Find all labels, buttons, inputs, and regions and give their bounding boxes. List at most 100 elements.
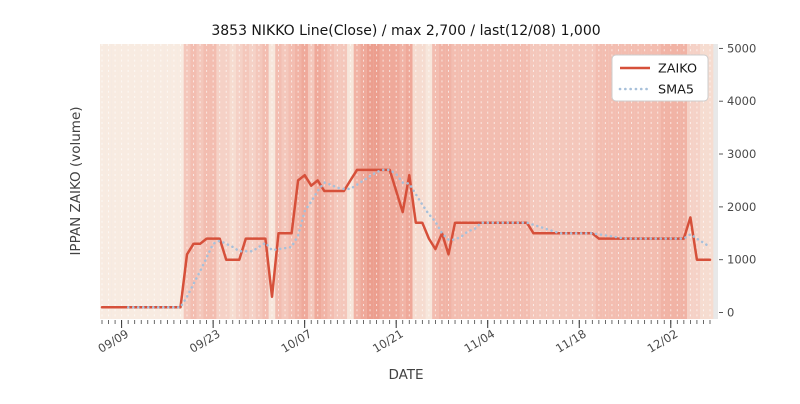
heat-band — [144, 44, 152, 319]
y-axis-label: IPPAN ZAIKO (volume) — [68, 106, 84, 255]
heat-band — [151, 44, 158, 319]
heat-band — [255, 44, 263, 319]
heat-band — [209, 44, 217, 319]
zaiko-line — [100, 168, 712, 309]
y-tick-label: 2000 — [727, 200, 756, 214]
heat-band — [628, 44, 635, 319]
heat-band — [301, 44, 308, 319]
chart-title: 3853 NIKKO Line(Close) / max 2,700 / las… — [211, 23, 600, 39]
heat-band — [100, 44, 106, 319]
heat-band — [569, 44, 577, 319]
heat-band — [464, 44, 472, 319]
heat-band — [425, 44, 433, 319]
heat-band — [222, 44, 230, 319]
heat-band — [386, 44, 393, 319]
heat-band — [307, 44, 315, 319]
y-tick-label: 1000 — [727, 253, 756, 267]
heat-band — [124, 44, 132, 319]
heat-band — [634, 44, 642, 319]
heat-band — [654, 44, 662, 319]
heat-band — [268, 44, 276, 319]
heat-band — [216, 44, 224, 319]
heat-band — [288, 44, 295, 319]
heat-band — [275, 44, 282, 319]
heat-band — [419, 44, 426, 319]
heat-band — [562, 44, 570, 319]
heat-band — [353, 44, 361, 319]
heat-band — [582, 44, 590, 319]
heat-band — [595, 44, 603, 319]
heat-band — [242, 44, 250, 319]
heat-band — [190, 44, 197, 319]
heat-band — [360, 44, 367, 319]
heat-band — [523, 44, 531, 319]
heat-band — [510, 44, 518, 319]
heat-band — [530, 44, 537, 319]
heat-band — [183, 44, 191, 319]
sma5-dotted-line — [126, 168, 712, 309]
heat-band — [458, 44, 465, 319]
y-axis-right: 0 1000 2000 3000 4000 5000 — [719, 41, 756, 320]
heat-band — [111, 44, 119, 319]
x-axis-label: DATE — [388, 367, 423, 383]
heat-band — [281, 44, 289, 319]
heat-band — [660, 44, 668, 319]
heat-band — [667, 44, 675, 319]
heat-band — [504, 44, 511, 319]
heat-band — [366, 44, 374, 319]
heat-band — [203, 44, 210, 319]
heat-band — [379, 44, 387, 319]
heat-band — [517, 44, 524, 319]
heat-band — [484, 44, 492, 319]
legend: ZAIKO SMA5 — [611, 54, 709, 102]
heat-band — [334, 44, 341, 319]
heat-band — [471, 44, 478, 319]
heat-band — [118, 44, 125, 319]
heat-band — [608, 44, 616, 319]
heat-band — [157, 44, 165, 319]
heat-band — [373, 44, 380, 319]
daily-gridlines-layer — [101, 44, 711, 319]
heat-band — [556, 44, 563, 319]
y-tick-label: 3000 — [727, 147, 756, 161]
y-tick-label: 4000 — [727, 94, 756, 108]
legend-label-zaiko: ZAIKO — [658, 62, 697, 77]
y-tick-label: 5000 — [727, 41, 756, 55]
heat-band — [693, 44, 701, 319]
heat-band — [575, 44, 583, 319]
y-tick-label: 0 — [727, 306, 734, 320]
heat-band — [602, 44, 609, 319]
heat-band — [137, 44, 145, 319]
heat-band — [647, 44, 655, 319]
heat-band — [687, 44, 694, 319]
heat-band — [490, 44, 498, 319]
heat-band — [497, 44, 505, 319]
heat-band — [674, 44, 681, 319]
heat-band — [451, 44, 459, 319]
heat-band — [680, 44, 688, 319]
heat-band — [327, 44, 335, 319]
heat-band — [536, 44, 544, 319]
heat-band — [445, 44, 452, 319]
heat-band — [700, 44, 707, 319]
heat-band — [706, 44, 714, 319]
heat-band — [196, 44, 204, 319]
heat-band — [438, 44, 446, 319]
heat-band — [549, 44, 557, 319]
legend-label-sma5: SMA5 — [658, 83, 694, 98]
heat-band — [432, 44, 439, 319]
heat-band — [589, 44, 596, 319]
heat-band — [392, 44, 400, 319]
heat-band — [170, 44, 178, 319]
heat-band — [249, 44, 256, 319]
heat-band — [105, 44, 112, 319]
heat-band — [131, 44, 139, 319]
heat-band — [477, 44, 485, 319]
heat-band — [641, 44, 648, 319]
heat-band — [164, 44, 171, 319]
heat-band — [412, 44, 420, 319]
heat-band — [262, 44, 269, 319]
heat-band — [229, 44, 237, 319]
